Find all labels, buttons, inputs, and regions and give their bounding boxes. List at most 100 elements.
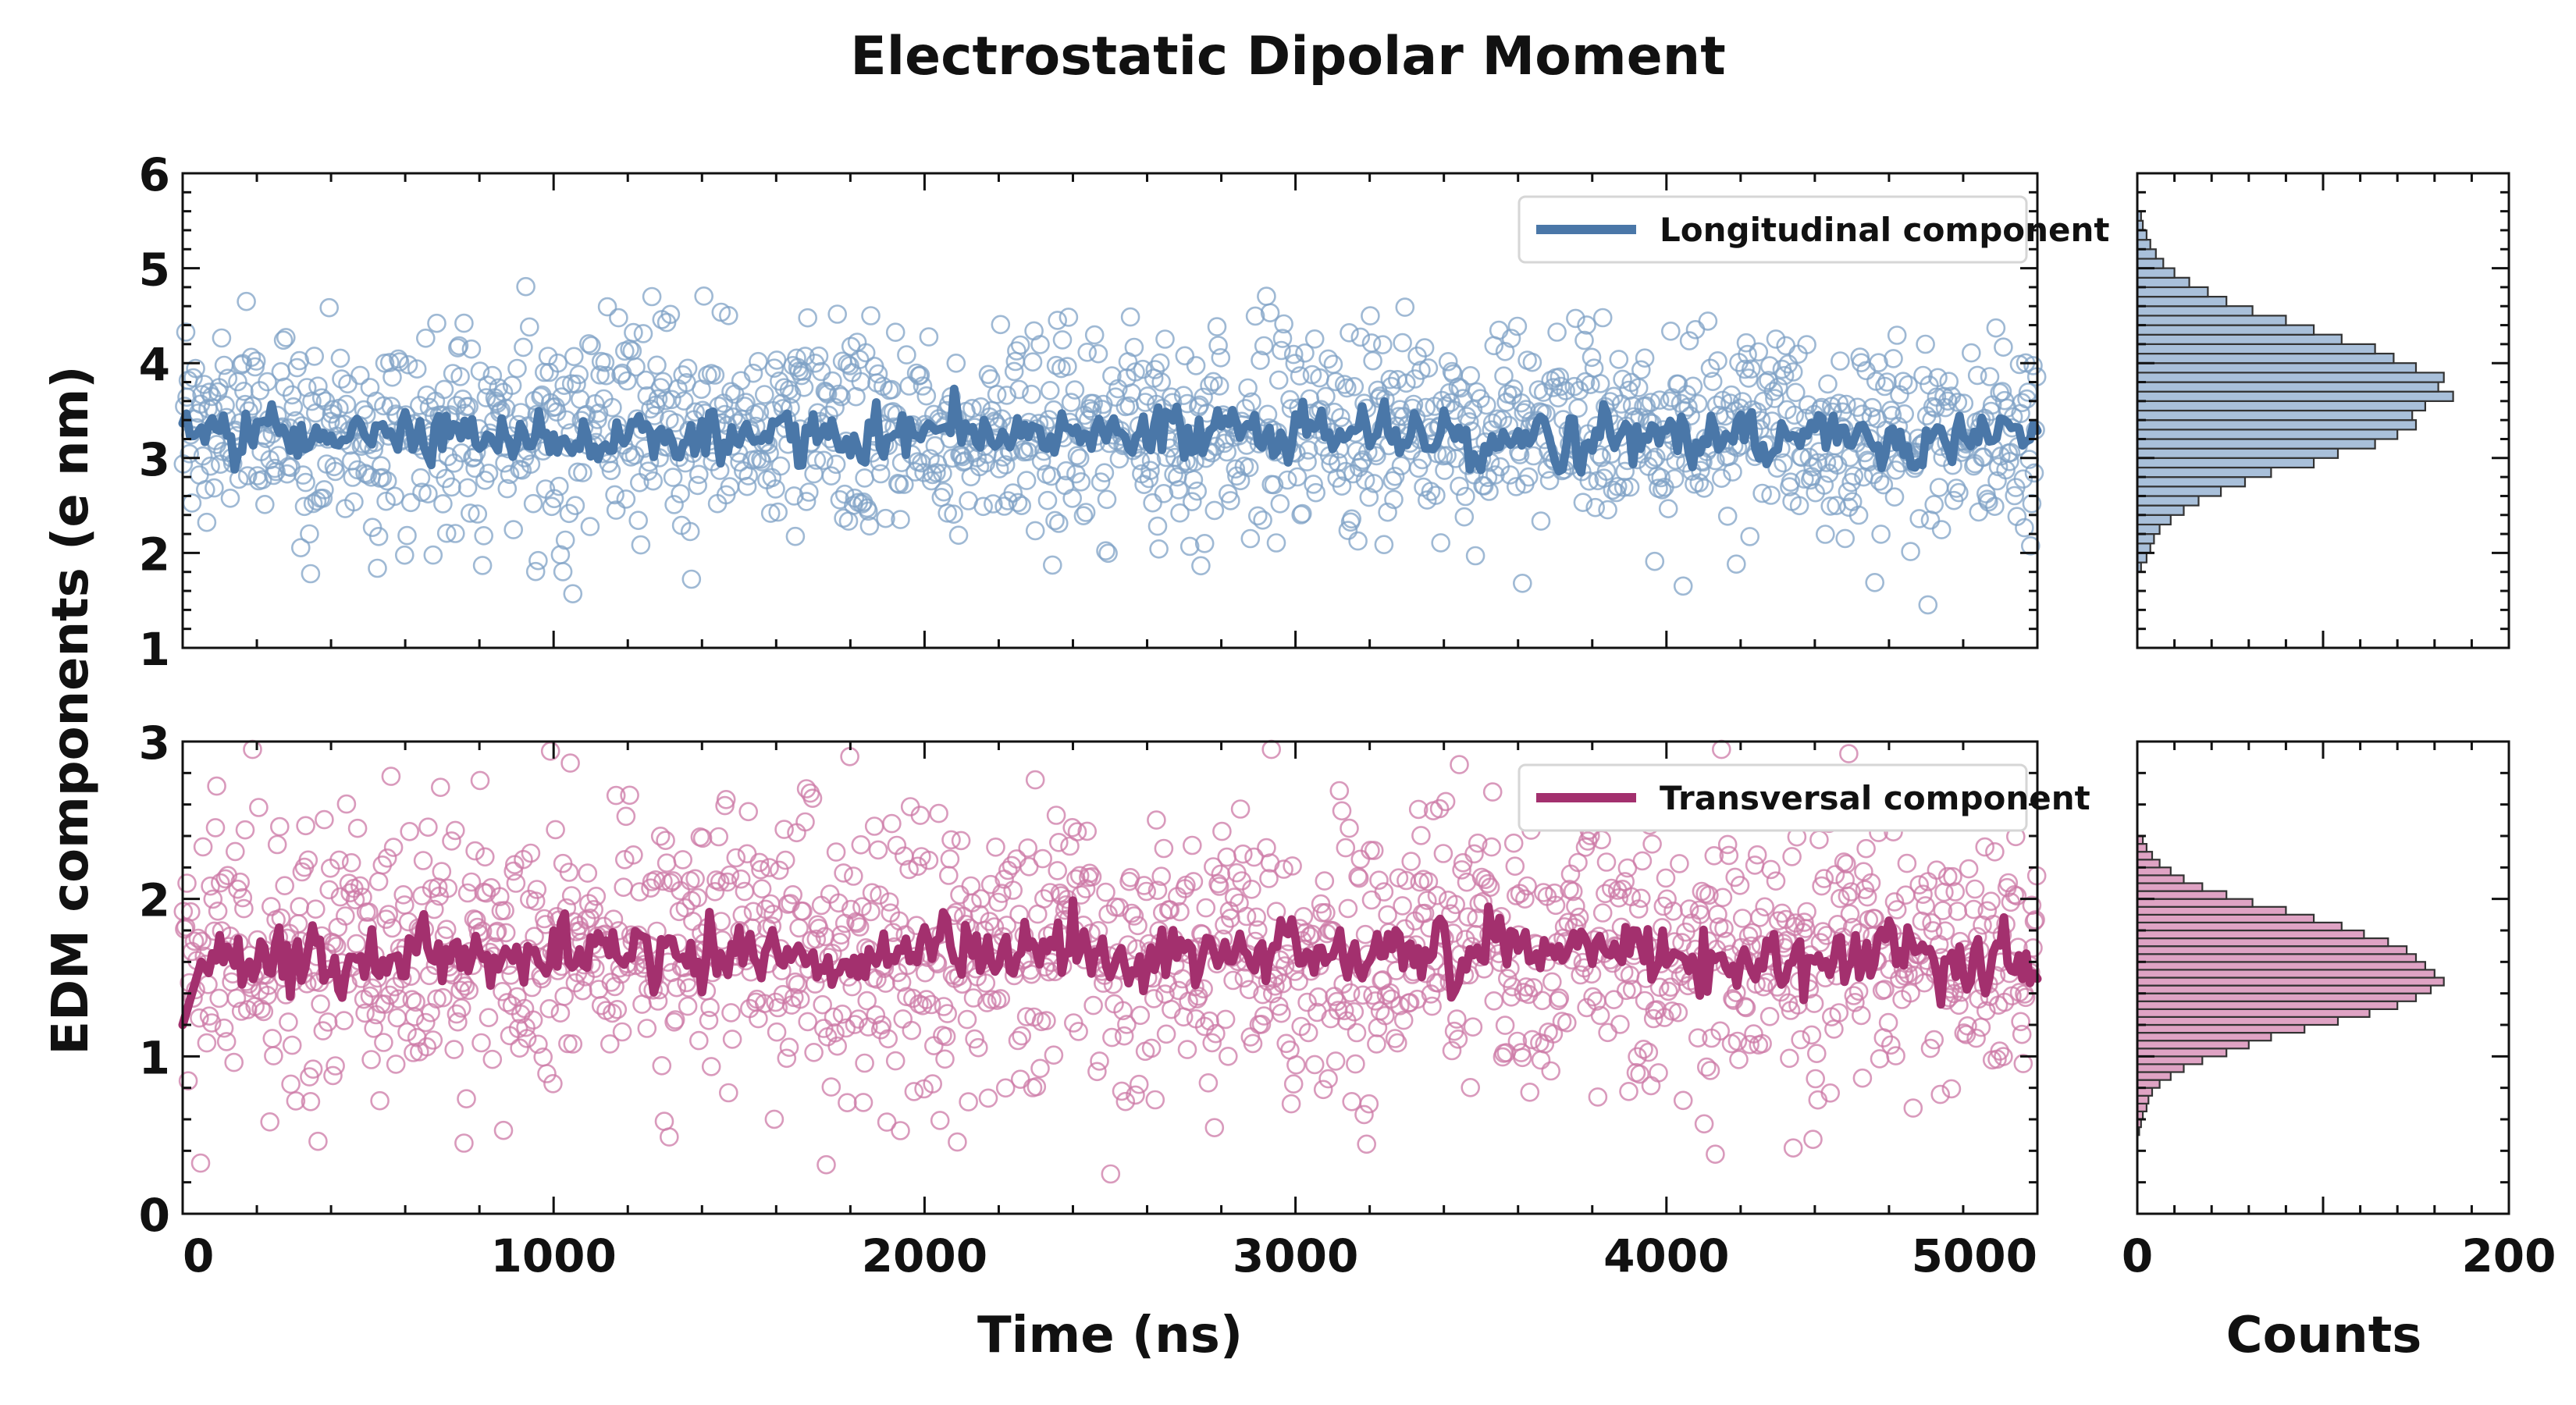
scatter-point [1837,854,1856,874]
scatter-point [550,1003,571,1023]
scatter-point [1979,492,1998,512]
scatter-point [1416,397,1436,418]
scatter-point [1204,857,1223,877]
scatter-point [1916,334,1935,354]
scatter-point [609,308,628,328]
scatter-point [821,466,841,486]
x-tick-label: 2000 [862,1229,987,1282]
scatter-point [546,820,565,840]
scatter-point [1482,782,1503,802]
scatter-point [1903,1098,1923,1118]
scatter-point [1390,996,1410,1016]
scatter-point [813,994,832,1015]
scatter-point [563,584,583,604]
scatter-point [1742,359,1761,379]
scatter-point [1831,351,1850,371]
hist-bar [2136,400,2426,412]
scatter-point [459,397,479,417]
scatter-point [1852,1068,1873,1088]
scatter-point [210,873,230,893]
scatter-point [1450,755,1469,774]
scatter-point [790,989,810,1009]
scatter-point [1253,510,1272,530]
scatter-point [531,386,550,407]
scatter-point [1699,885,1719,905]
scatter-point [1678,397,1698,417]
scatter-point [637,1019,657,1038]
scatter-point [1806,1069,1825,1089]
legend-box [1517,195,2028,264]
scatter-point [1030,1058,1050,1079]
scatter-point [1115,1091,1136,1112]
scatter-point [406,992,425,1012]
scatter-point [1913,884,1933,904]
scatter-point [344,492,364,512]
scatter-point [1700,1061,1720,1080]
scatter-point [1302,924,1322,944]
scatter-point [804,1043,824,1062]
scatter-point [1073,506,1094,526]
scatter-point [1373,335,1393,355]
scatter-point [1209,376,1229,396]
scatter-point [1040,380,1060,400]
scatter-point [1009,379,1029,400]
scatter-point [1361,306,1380,325]
scatter-point [323,1065,343,1086]
scatter-point [903,988,923,1008]
scatter-point [296,816,315,836]
scatter-point [267,834,287,855]
scatter-point [1272,1003,1291,1023]
scatter-point [569,365,589,385]
scatter-point [1464,844,1484,864]
scatter-point [1856,838,1876,859]
scatter-point [662,389,681,410]
hist-bar [2136,343,2376,355]
scatter-point [503,520,524,539]
scatter-point [1239,980,1259,1000]
scatter-point [527,880,547,899]
scatter-point [648,389,668,409]
scatter-point [375,994,395,1014]
scatter-point [605,485,624,505]
scatter-point [1918,595,1938,615]
scatter-point [407,359,427,379]
scatter-point [237,466,258,486]
scatter-point [478,375,497,395]
scatter-point [1831,888,1850,909]
scatter-point [1117,1015,1137,1034]
scatter-point [433,494,453,514]
scatter-point [1102,366,1122,386]
scatter-point [393,885,414,905]
scatter-point [1515,889,1535,909]
scatter-point [297,378,317,397]
scatter-point [329,850,349,870]
scatter-point [1927,860,1947,880]
scatter-point [1697,1057,1717,1077]
scatter-point [390,352,410,372]
scatter-point [1582,347,1602,368]
scatter-point [2023,356,2043,375]
scatter-point [184,931,205,951]
scatter-point [716,790,736,809]
scatter-point [1207,317,1227,336]
scatter-point [290,897,310,916]
scatter-point [844,866,863,886]
scatter-point [319,297,340,318]
scatter-point [493,1120,514,1140]
scatter-point [1120,307,1140,327]
scatter-point [1247,907,1266,927]
scatter-point [398,354,418,375]
scatter-point [855,468,874,488]
scatter-point [1456,930,1475,949]
scatter-point [1130,1005,1151,1026]
scatter-point [1251,1015,1272,1034]
scatter-point [382,367,402,387]
scatter-point [1895,404,1914,424]
scatter-point [1033,848,1052,869]
scatter-point [1461,1078,1480,1097]
scatter-point [1082,867,1102,887]
scatter-point [705,882,725,902]
scatter-point [1935,921,1955,941]
scatter-point [1596,852,1617,872]
scatter-point [1539,471,1560,491]
